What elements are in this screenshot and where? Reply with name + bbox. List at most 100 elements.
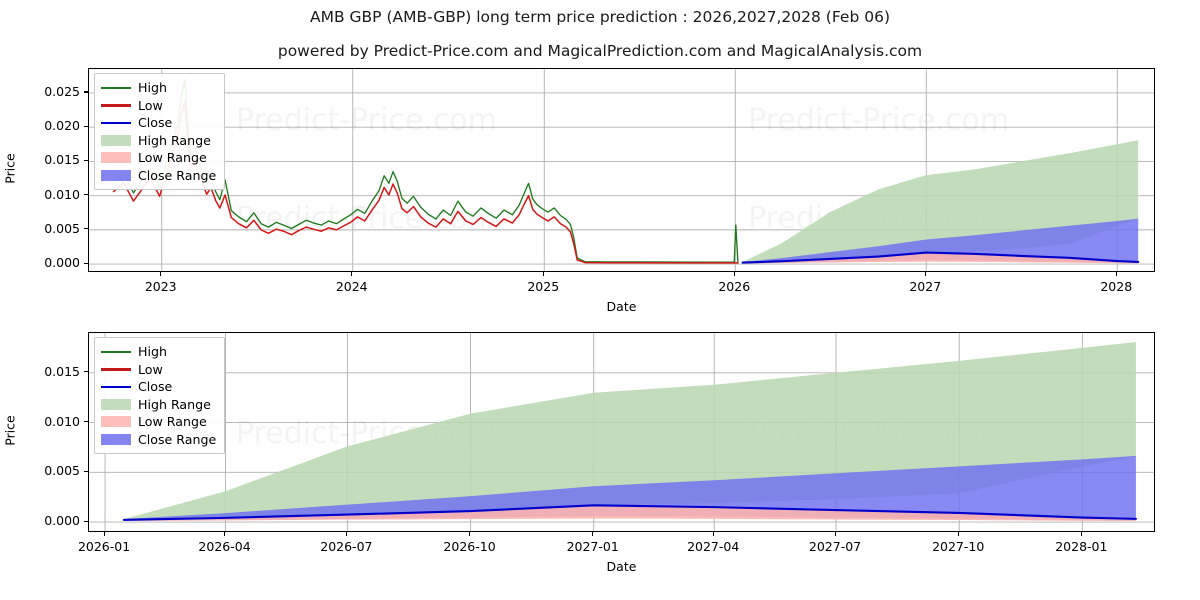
legend-swatch-fill	[101, 86, 131, 90]
y-tick-mark	[84, 520, 88, 522]
x-tick-label: 2026-01	[77, 539, 131, 554]
low-range-band	[123, 505, 1136, 522]
legend-item-label: High	[138, 344, 167, 360]
x-tick-label: 2027-07	[808, 539, 862, 554]
legend-item[interactable]: High Range	[101, 132, 216, 150]
y-tick-label: 0.005	[44, 220, 80, 236]
legend-item[interactable]: High	[101, 79, 216, 97]
y-tick-mark	[84, 470, 88, 472]
x-tick-label: 2028	[1100, 279, 1133, 294]
page-title: AMB GBP (AMB-GBP) long term price predic…	[309, 8, 890, 26]
legend-swatch-fill	[101, 152, 131, 164]
legend-item[interactable]: High Range	[101, 396, 216, 414]
y-tick-label: 0.025	[44, 83, 80, 99]
legend-item-label: Close	[138, 379, 173, 395]
legend-item-label: Close	[138, 115, 173, 131]
x-tick-mark	[224, 532, 226, 536]
legend-patch-swatch	[101, 415, 131, 428]
y-tick-mark	[84, 371, 88, 373]
x-tick-mark	[345, 532, 347, 536]
legend-swatch-fill	[101, 350, 131, 354]
legend-line-swatch	[101, 99, 131, 112]
legend-item[interactable]: High	[101, 343, 216, 361]
legend-item[interactable]: Close Range	[101, 431, 216, 449]
x-tick-label: 2027-01	[566, 539, 619, 554]
x-tick-mark	[103, 532, 105, 536]
forecast-x-axis-label: Date	[606, 559, 637, 574]
legend-line-swatch	[101, 363, 131, 376]
legend-item[interactable]: Close	[101, 378, 216, 396]
x-tick-label: 2027	[909, 279, 942, 294]
watermark-text: Predict-Price.com	[236, 103, 497, 138]
x-tick-label: 2026-10	[443, 539, 496, 554]
x-tick-mark	[712, 532, 714, 536]
legend-swatch-fill	[101, 416, 131, 428]
y-tick-mark	[84, 421, 88, 423]
y-tick-mark	[84, 194, 88, 196]
x-tick-mark	[351, 272, 353, 276]
x-tick-label: 2027-10	[932, 539, 985, 554]
legend-item[interactable]: Low	[101, 361, 216, 379]
x-tick-label: 2023	[144, 279, 177, 294]
x-tick-mark	[924, 272, 926, 276]
y-tick-label: 0.015	[44, 363, 80, 379]
legend-swatch-fill	[101, 104, 131, 107]
low-range-band	[742, 252, 1139, 264]
legend-item[interactable]: Low	[101, 97, 216, 115]
legend-line-swatch	[101, 116, 131, 129]
x-tick-mark	[542, 272, 544, 276]
legend-patch-swatch	[101, 169, 131, 182]
legend-item-label: Low Range	[138, 414, 207, 430]
y-tick-label: 0.010	[44, 413, 80, 429]
y-tick-label: 0.020	[44, 118, 80, 134]
y-tick-mark	[84, 159, 88, 161]
close-price-line	[122, 504, 1137, 521]
y-tick-label: 0.015	[44, 152, 80, 168]
overview-plot-svg: Predict-Price.com Predict-Price.comPredic…	[89, 69, 1154, 271]
x-tick-mark	[1080, 532, 1082, 536]
legend-swatch-fill	[101, 134, 131, 146]
legend-item[interactable]: Low Range	[101, 149, 216, 167]
legend-swatch-fill	[101, 121, 131, 125]
legend-patch-swatch	[101, 433, 131, 446]
legend-line-swatch	[101, 81, 131, 94]
legend-item-label: High Range	[138, 132, 211, 148]
page-subtitle: powered by Predict-Price.com and Magical…	[277, 42, 923, 60]
x-tick-mark	[1115, 272, 1117, 276]
legend-patch-swatch	[101, 134, 131, 147]
y-tick-label: 0.000	[44, 513, 80, 529]
x-tick-label: 2024	[335, 279, 368, 294]
overview-plot-area: Predict-Price.com Predict-Price.com Predic…	[88, 68, 1155, 272]
close-price-line	[741, 251, 1140, 264]
legend-item-label: High	[138, 80, 167, 96]
close-range-band	[742, 218, 1139, 264]
x-tick-label: 2026-07	[320, 539, 373, 554]
x-tick-mark	[592, 532, 594, 536]
x-tick-mark	[160, 272, 162, 276]
legend-item-label: Close Range	[138, 167, 217, 183]
x-tick-label: 2028-01	[1055, 539, 1108, 554]
legend-line-swatch	[101, 380, 131, 393]
legend-item-label: Low	[138, 97, 163, 113]
legend-item[interactable]: Close Range	[101, 167, 216, 185]
y-tick-label: 0.010	[44, 186, 80, 202]
y-tick-mark	[84, 91, 88, 93]
x-tick-mark	[733, 272, 735, 276]
watermark-text: Predict-Price.com	[748, 103, 1009, 138]
legend-swatch-fill	[101, 433, 131, 445]
legend-item-label: Close Range	[138, 431, 217, 447]
x-tick-mark	[957, 532, 959, 536]
legend-item[interactable]: Low Range	[101, 413, 216, 431]
legend-item[interactable]: Close	[101, 114, 216, 132]
x-tick-mark	[469, 532, 471, 536]
x-tick-label: 2027-04	[687, 539, 740, 554]
legend-swatch-fill	[101, 368, 131, 371]
legend-item-label: High Range	[138, 396, 211, 412]
legend-patch-swatch	[101, 398, 131, 411]
overview-legend: High Low Close High Range Low Range Close Ran…	[94, 73, 226, 190]
